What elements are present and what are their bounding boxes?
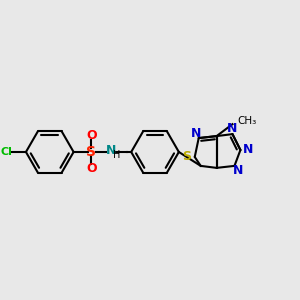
Text: Cl: Cl <box>0 147 12 157</box>
Text: S: S <box>86 145 97 159</box>
Text: N: N <box>227 122 238 135</box>
Text: S: S <box>182 151 191 164</box>
Text: N: N <box>243 142 254 155</box>
Text: O: O <box>86 129 97 142</box>
Text: N: N <box>106 145 116 158</box>
Text: O: O <box>86 162 97 176</box>
Text: CH₃: CH₃ <box>237 116 257 126</box>
Text: N: N <box>233 164 244 177</box>
Text: H: H <box>112 150 120 160</box>
Text: N: N <box>190 127 201 140</box>
